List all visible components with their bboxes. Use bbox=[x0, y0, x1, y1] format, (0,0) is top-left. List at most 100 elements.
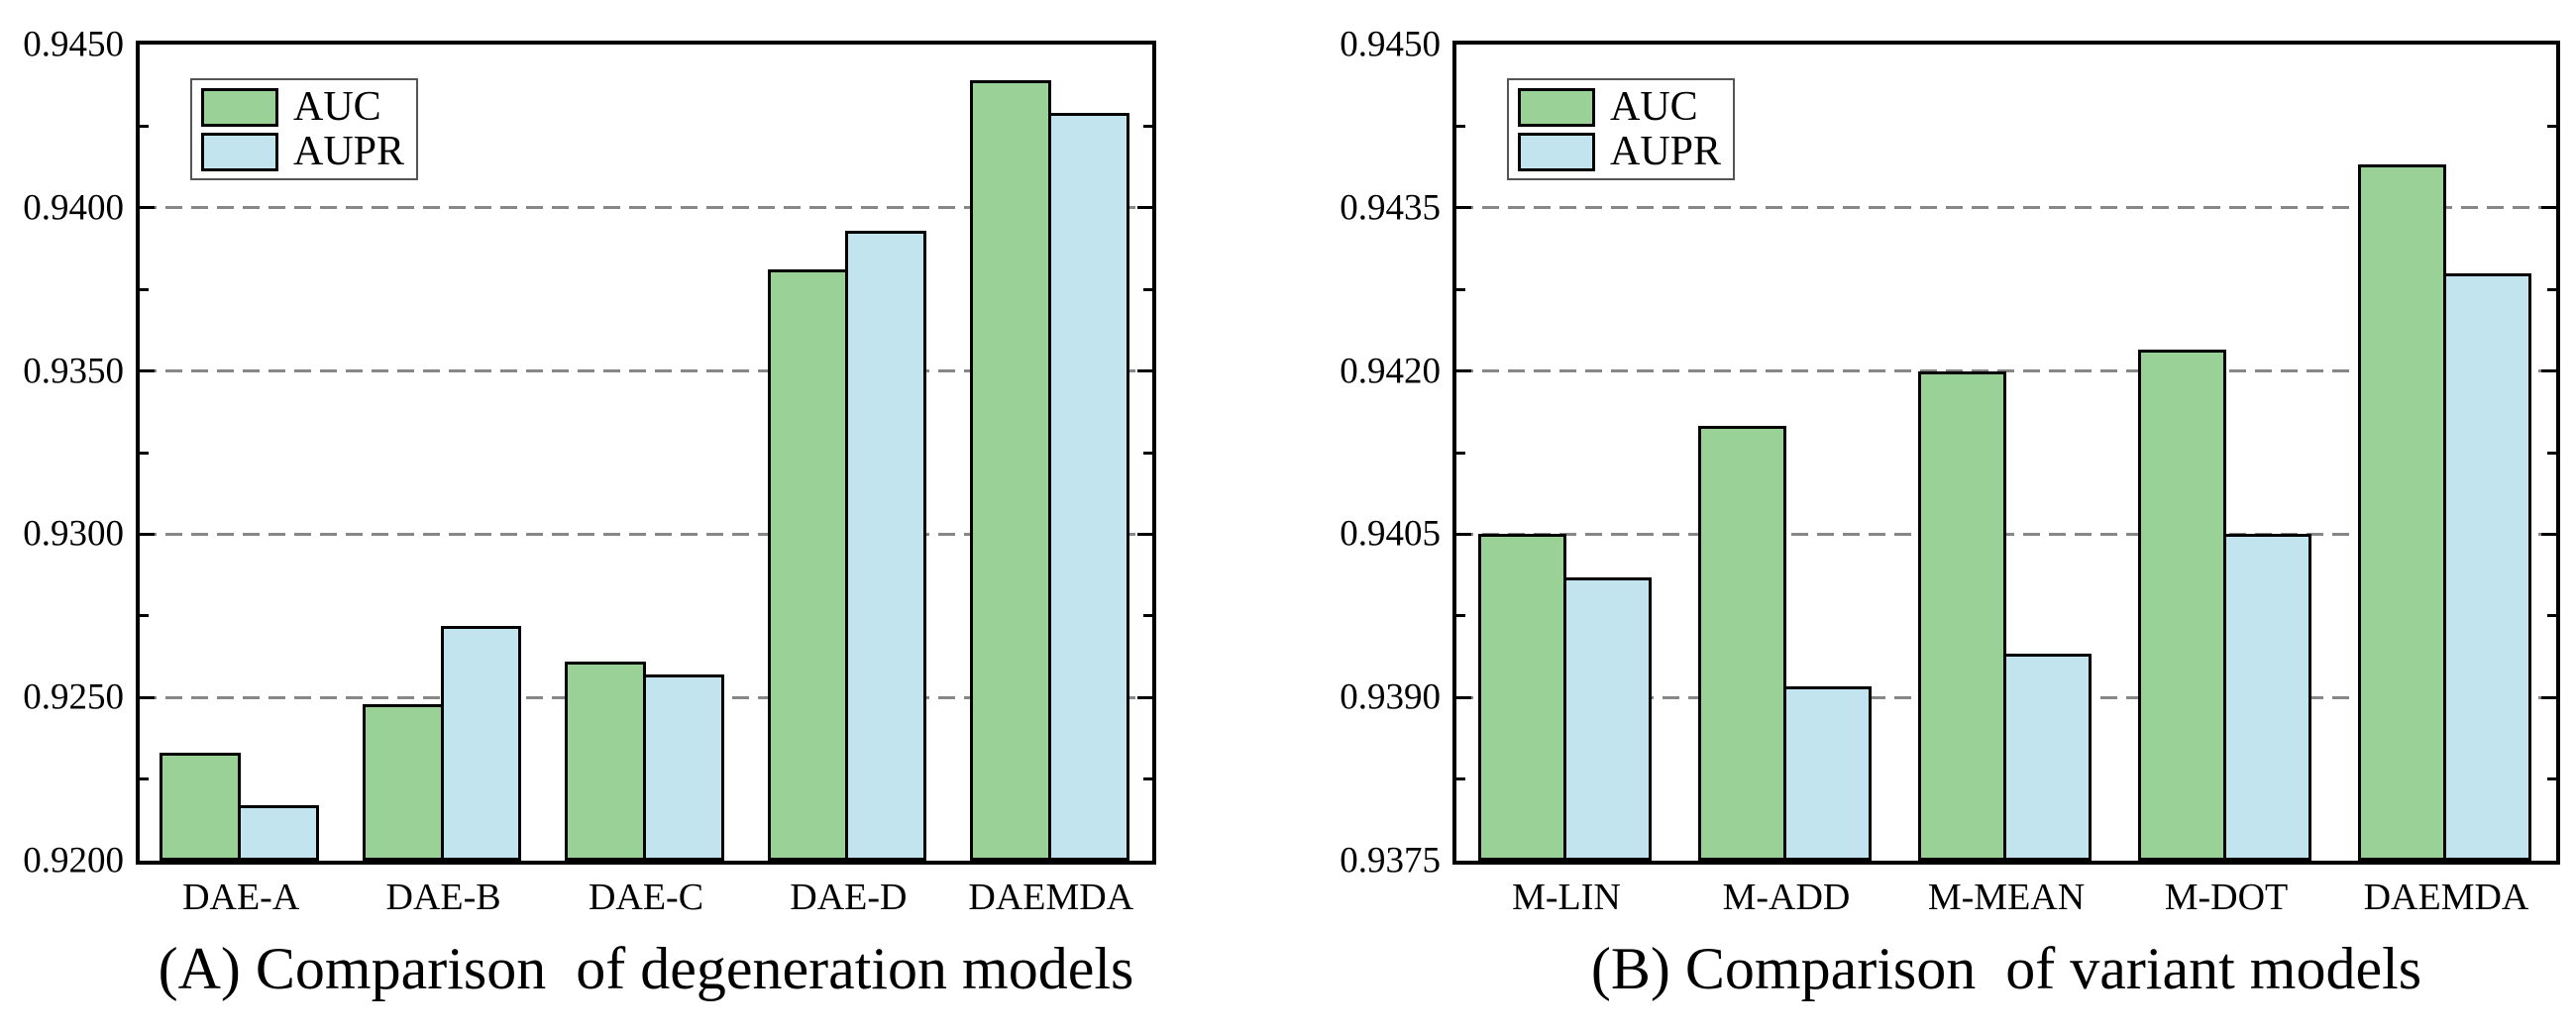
chart-b-legend: AUC AUPR bbox=[1507, 78, 1736, 180]
x-tick-label: DAEMDA bbox=[2363, 877, 2529, 918]
y-tick-label: 0.9420 bbox=[1340, 351, 1441, 392]
y-tick-label: 0.9405 bbox=[1340, 513, 1441, 555]
x-tick-label: M-ADD bbox=[1722, 877, 1851, 918]
minor-tick-right bbox=[2547, 614, 2556, 618]
chart-b-caption: (B) Comparison of variant models bbox=[1590, 936, 2422, 1001]
major-tick-left bbox=[140, 206, 155, 210]
aupr-color-swatch bbox=[1518, 132, 1595, 171]
minor-tick-left bbox=[140, 777, 149, 781]
minor-tick-right bbox=[1143, 124, 1152, 128]
bar-auc-m-lin bbox=[1478, 534, 1566, 861]
major-tick-right bbox=[2541, 532, 2556, 536]
minor-tick-right bbox=[1143, 451, 1152, 455]
aupr-color-swatch bbox=[201, 132, 278, 171]
minor-tick-left bbox=[1456, 451, 1465, 455]
major-tick-left bbox=[140, 532, 155, 536]
aupr-legend-label: AUPR bbox=[1610, 129, 1722, 174]
minor-tick-left bbox=[140, 451, 149, 455]
major-tick-left bbox=[140, 695, 155, 699]
legend-row-aupr: AUPR bbox=[201, 129, 405, 174]
auc-color-swatch bbox=[1518, 87, 1595, 127]
bar-auc-m-mean bbox=[1918, 370, 2006, 861]
chart-a-plot: AUC AUPR 0.9200 0.9250 0.9300 0.9350 0.9400 0… bbox=[23, 27, 1156, 918]
y-tick-label: 0.9350 bbox=[23, 351, 124, 392]
minor-tick-right bbox=[2547, 451, 2556, 455]
bar-aupr-m-dot bbox=[2223, 534, 2311, 861]
major-tick-right bbox=[2541, 695, 2556, 699]
minor-tick-right bbox=[1143, 777, 1152, 781]
chart-a-caption: (A) Comparison of degeneration models bbox=[158, 936, 1134, 1001]
bar-auc-dae-a bbox=[160, 753, 242, 861]
y-tick-label: 0.9200 bbox=[23, 840, 124, 881]
minor-tick-left bbox=[1456, 124, 1465, 128]
minor-tick-right bbox=[2547, 287, 2556, 291]
bar-aupr-dae-d bbox=[845, 230, 927, 861]
bar-aupr-dae-b bbox=[440, 625, 522, 861]
legend-row-auc: AUC bbox=[1518, 84, 1721, 130]
minor-tick-left bbox=[140, 124, 149, 128]
bar-auc-dae-b bbox=[362, 703, 444, 861]
major-tick-right bbox=[1137, 206, 1152, 210]
major-tick-right bbox=[1137, 369, 1152, 373]
bar-aupr-dae-c bbox=[643, 674, 724, 861]
major-tick-right bbox=[1137, 695, 1152, 699]
y-tick-label: 0.9375 bbox=[1340, 840, 1441, 881]
chart-a-legend: AUC AUPR bbox=[190, 78, 419, 180]
bar-aupr-m-mean bbox=[2003, 654, 2092, 861]
minor-tick-left bbox=[140, 287, 149, 291]
minor-tick-right bbox=[2547, 777, 2556, 781]
major-tick-left bbox=[1456, 369, 1471, 373]
minor-tick-right bbox=[1143, 287, 1152, 291]
major-gridline bbox=[1456, 532, 2556, 536]
aupr-legend-label: AUPR bbox=[293, 129, 405, 174]
y-tick-label: 0.9450 bbox=[1340, 24, 1441, 65]
major-tick-left bbox=[1456, 695, 1471, 699]
bar-aupr-m-lin bbox=[1563, 577, 1652, 861]
x-tick-label: M-MEAN bbox=[1927, 877, 2086, 918]
major-tick-right bbox=[1137, 532, 1152, 536]
major-tick-left bbox=[140, 369, 155, 373]
bar-aupr-daemda bbox=[2443, 272, 2531, 861]
major-gridline bbox=[1456, 369, 2556, 373]
major-gridline bbox=[1456, 206, 2556, 210]
major-tick-left bbox=[1456, 206, 1471, 210]
minor-tick-right bbox=[1143, 614, 1152, 618]
bar-auc-m-dot bbox=[2138, 349, 2226, 861]
minor-tick-right bbox=[2547, 124, 2556, 128]
x-tick-label: DAE-B bbox=[385, 877, 501, 918]
bar-auc-m-add bbox=[1698, 425, 1786, 861]
bar-auc-daemda bbox=[970, 80, 1051, 861]
chart-b-plot: AUC AUPR 0.9375 0.9390 0.9405 0.9420 0.9435 0… bbox=[1340, 27, 2560, 918]
major-gridline bbox=[140, 532, 1152, 536]
auc-legend-label: AUC bbox=[293, 84, 381, 130]
major-tick-right bbox=[2541, 369, 2556, 373]
x-tick-label: DAEMDA bbox=[968, 877, 1134, 918]
major-gridline bbox=[140, 369, 1152, 373]
bar-aupr-dae-a bbox=[238, 804, 319, 861]
y-tick-label: 0.9250 bbox=[23, 676, 124, 718]
y-tick-label: 0.9435 bbox=[1340, 187, 1441, 229]
auc-legend-label: AUC bbox=[1610, 84, 1698, 130]
y-tick-label: 0.9390 bbox=[1340, 676, 1441, 718]
minor-tick-left bbox=[1456, 777, 1465, 781]
y-tick-label: 0.9400 bbox=[23, 187, 124, 229]
x-tick-label: M-DOT bbox=[2164, 877, 2289, 918]
legend-row-auc: AUC bbox=[201, 84, 404, 130]
bar-auc-daemda bbox=[2358, 163, 2446, 861]
x-tick-label: DAE-C bbox=[588, 877, 704, 918]
legend-row-aupr: AUPR bbox=[1518, 129, 1722, 174]
minor-tick-left bbox=[1456, 614, 1465, 618]
major-tick-left bbox=[1456, 532, 1471, 536]
x-tick-label: DAE-D bbox=[790, 877, 908, 918]
x-tick-label: DAE-A bbox=[182, 877, 300, 918]
major-tick-right bbox=[2541, 206, 2556, 210]
major-gridline bbox=[140, 206, 1152, 210]
bar-aupr-m-add bbox=[1783, 686, 1872, 861]
minor-tick-left bbox=[1456, 287, 1465, 291]
bar-aupr-daemda bbox=[1047, 113, 1129, 861]
minor-tick-left bbox=[140, 614, 149, 618]
bar-auc-dae-c bbox=[565, 661, 646, 861]
bar-auc-dae-d bbox=[767, 269, 849, 861]
x-tick-label: M-LIN bbox=[1512, 877, 1621, 918]
